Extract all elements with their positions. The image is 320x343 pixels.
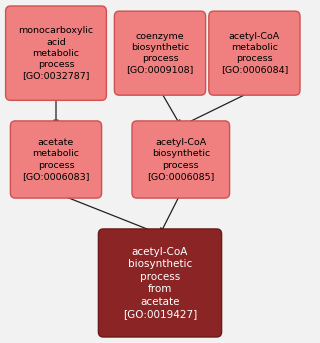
FancyBboxPatch shape: [10, 121, 102, 198]
Text: acetyl-CoA
biosynthetic
process
[GO:0006085]: acetyl-CoA biosynthetic process [GO:0006…: [147, 138, 214, 181]
FancyBboxPatch shape: [115, 11, 206, 95]
Text: acetate
metabolic
process
[GO:0006083]: acetate metabolic process [GO:0006083]: [22, 138, 90, 181]
Text: acetyl-CoA
biosynthetic
process
from
acetate
[GO:0019427]: acetyl-CoA biosynthetic process from ace…: [123, 247, 197, 319]
FancyBboxPatch shape: [99, 229, 221, 337]
FancyBboxPatch shape: [132, 121, 230, 198]
Text: monocarboxylic
acid
metabolic
process
[GO:0032787]: monocarboxylic acid metabolic process [G…: [19, 26, 93, 80]
FancyBboxPatch shape: [209, 11, 300, 95]
FancyBboxPatch shape: [6, 6, 106, 100]
Text: coenzyme
biosynthetic
process
[GO:0009108]: coenzyme biosynthetic process [GO:000910…: [126, 32, 194, 74]
Text: acetyl-CoA
metabolic
process
[GO:0006084]: acetyl-CoA metabolic process [GO:0006084…: [221, 32, 288, 74]
